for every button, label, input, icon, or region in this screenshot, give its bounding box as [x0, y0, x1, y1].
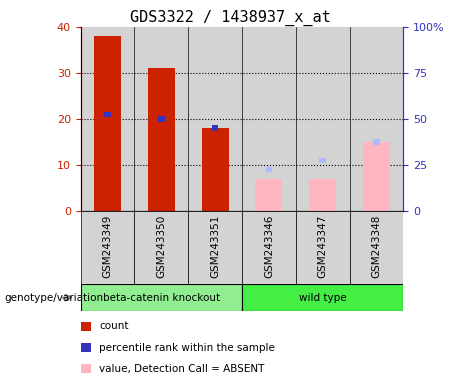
- Bar: [242, 284, 403, 311]
- Text: GSM243347: GSM243347: [318, 215, 328, 278]
- Bar: [255, 179, 282, 211]
- Bar: [212, 126, 219, 131]
- Bar: [349, 211, 403, 284]
- Text: GSM243349: GSM243349: [102, 215, 112, 278]
- Text: beta-catenin knockout: beta-catenin knockout: [103, 293, 220, 303]
- Text: value, Detection Call = ABSENT: value, Detection Call = ABSENT: [99, 364, 265, 374]
- Text: GSM243348: GSM243348: [372, 215, 382, 278]
- Bar: [94, 36, 121, 211]
- Text: GSM243351: GSM243351: [210, 215, 220, 278]
- Bar: [201, 128, 229, 211]
- Bar: [81, 211, 135, 284]
- Text: genotype/variation: genotype/variation: [5, 293, 104, 303]
- Text: wild type: wild type: [299, 293, 347, 303]
- Text: count: count: [99, 321, 129, 331]
- Bar: [148, 68, 175, 211]
- Text: GSM243350: GSM243350: [156, 215, 166, 278]
- Bar: [135, 211, 188, 284]
- Bar: [373, 139, 380, 145]
- Bar: [266, 167, 272, 172]
- Bar: [188, 211, 242, 284]
- Bar: [81, 284, 242, 311]
- Bar: [309, 179, 336, 211]
- Bar: [158, 116, 165, 122]
- Bar: [363, 142, 390, 211]
- Text: GSM243346: GSM243346: [264, 215, 274, 278]
- Text: percentile rank within the sample: percentile rank within the sample: [99, 343, 275, 353]
- Text: GDS3322 / 1438937_x_at: GDS3322 / 1438937_x_at: [130, 10, 331, 26]
- Bar: [104, 112, 111, 117]
- Bar: [296, 211, 349, 284]
- Bar: [319, 158, 326, 163]
- Bar: [242, 211, 296, 284]
